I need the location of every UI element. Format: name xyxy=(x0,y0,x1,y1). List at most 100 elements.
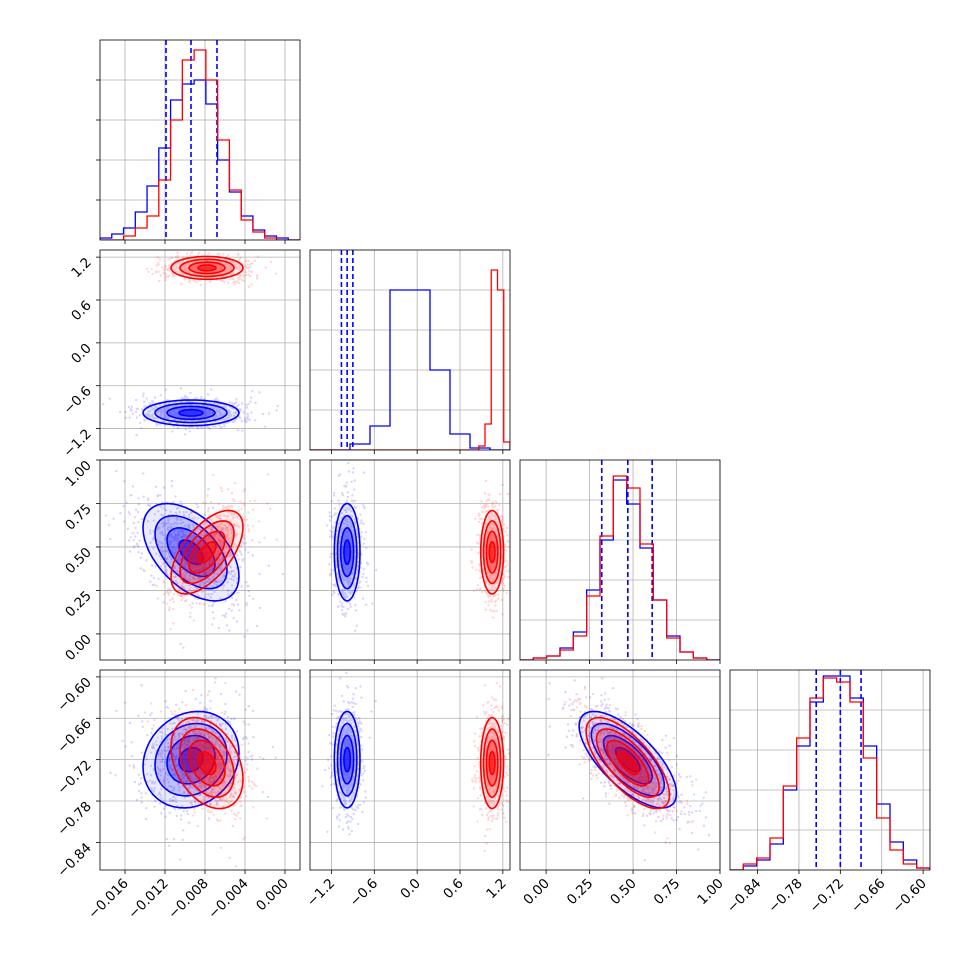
sample-point xyxy=(131,412,135,415)
sample-point xyxy=(217,558,220,562)
sample-point xyxy=(196,427,199,430)
sample-point xyxy=(198,602,202,605)
sample-point xyxy=(230,549,234,552)
sample-point xyxy=(225,526,228,530)
sample-point xyxy=(129,408,132,412)
sample-point xyxy=(338,503,341,506)
sample-point xyxy=(138,414,141,417)
sample-point xyxy=(208,577,211,581)
sample-point xyxy=(174,535,177,539)
sample-point xyxy=(501,578,504,581)
sample-point xyxy=(267,412,271,415)
sample-point xyxy=(195,280,198,284)
sample-point xyxy=(243,635,246,638)
sample-point xyxy=(172,593,176,596)
sample-point xyxy=(183,278,186,281)
sample-point xyxy=(244,265,248,268)
sample-point xyxy=(139,782,143,785)
sample-point xyxy=(342,562,345,565)
sample-point xyxy=(169,410,172,413)
sample-point xyxy=(227,269,230,272)
sample-point xyxy=(156,256,159,259)
sample-point xyxy=(243,419,247,422)
sample-point xyxy=(148,504,152,507)
sample-point xyxy=(166,557,169,560)
sample-point xyxy=(488,573,491,576)
sample-point xyxy=(490,512,493,515)
sample-point xyxy=(210,525,214,529)
sample-point xyxy=(346,535,350,538)
sample-point xyxy=(166,407,169,410)
sample-point xyxy=(159,412,163,415)
sample-point xyxy=(348,579,351,582)
sample-point xyxy=(182,528,186,532)
sample-point xyxy=(141,725,144,728)
sample-point xyxy=(152,530,155,533)
sample-point xyxy=(343,591,347,595)
sample-point xyxy=(363,506,366,510)
sample-point xyxy=(232,578,235,582)
sample-point xyxy=(137,789,141,793)
sample-point xyxy=(329,574,332,577)
sample-point xyxy=(168,588,172,591)
sample-point xyxy=(216,541,219,544)
sample-point xyxy=(207,537,210,541)
sample-point xyxy=(207,507,210,510)
sample-point xyxy=(170,262,173,265)
sample-point xyxy=(191,575,194,579)
sample-point xyxy=(226,530,230,533)
sample-point xyxy=(247,723,250,726)
sample-point xyxy=(479,587,482,591)
sample-point xyxy=(194,565,197,569)
sample-point xyxy=(489,538,492,541)
sample-point xyxy=(198,577,201,581)
sample-point xyxy=(208,410,211,413)
sample-point xyxy=(493,536,496,540)
sample-point xyxy=(341,548,344,551)
sample-point xyxy=(359,535,363,538)
sample-point xyxy=(209,596,212,599)
sample-point xyxy=(481,510,484,513)
sample-point xyxy=(187,281,191,284)
sample-point xyxy=(168,844,171,847)
sample-point xyxy=(342,566,346,569)
sample-point xyxy=(203,567,206,570)
sample-point xyxy=(343,577,346,581)
sample-point xyxy=(164,272,167,276)
sample-point xyxy=(183,396,187,400)
sample-point xyxy=(247,259,250,263)
sample-point xyxy=(354,549,357,552)
sample-point xyxy=(347,580,350,584)
sample-point xyxy=(203,397,206,401)
sample-point xyxy=(251,390,254,393)
sample-point xyxy=(487,560,490,563)
sample-point xyxy=(184,561,187,565)
sample-point xyxy=(214,581,217,584)
sample-point xyxy=(187,525,190,528)
sample-point xyxy=(226,715,230,719)
sample-point xyxy=(147,412,150,416)
sample-point xyxy=(229,566,233,569)
sample-point xyxy=(487,540,491,544)
sample-point xyxy=(352,567,356,571)
sample-point xyxy=(232,498,235,501)
sample-point xyxy=(179,518,183,522)
sample-point xyxy=(491,504,494,507)
sample-point xyxy=(213,525,217,528)
sample-point xyxy=(114,774,117,777)
sample-point xyxy=(167,525,170,529)
sample-point xyxy=(341,540,345,544)
sample-point xyxy=(227,554,231,557)
sample-point xyxy=(354,521,357,525)
sample-point xyxy=(190,251,193,255)
sample-point xyxy=(221,528,224,531)
sample-point xyxy=(155,264,158,267)
scatter-panel-3-0 xyxy=(99,669,301,871)
sample-point xyxy=(228,412,231,415)
sample-point xyxy=(184,269,187,272)
sample-point xyxy=(246,757,249,760)
sample-point xyxy=(167,516,170,519)
sample-point xyxy=(177,414,181,418)
sample-point xyxy=(233,261,237,265)
sample-point xyxy=(200,395,203,399)
